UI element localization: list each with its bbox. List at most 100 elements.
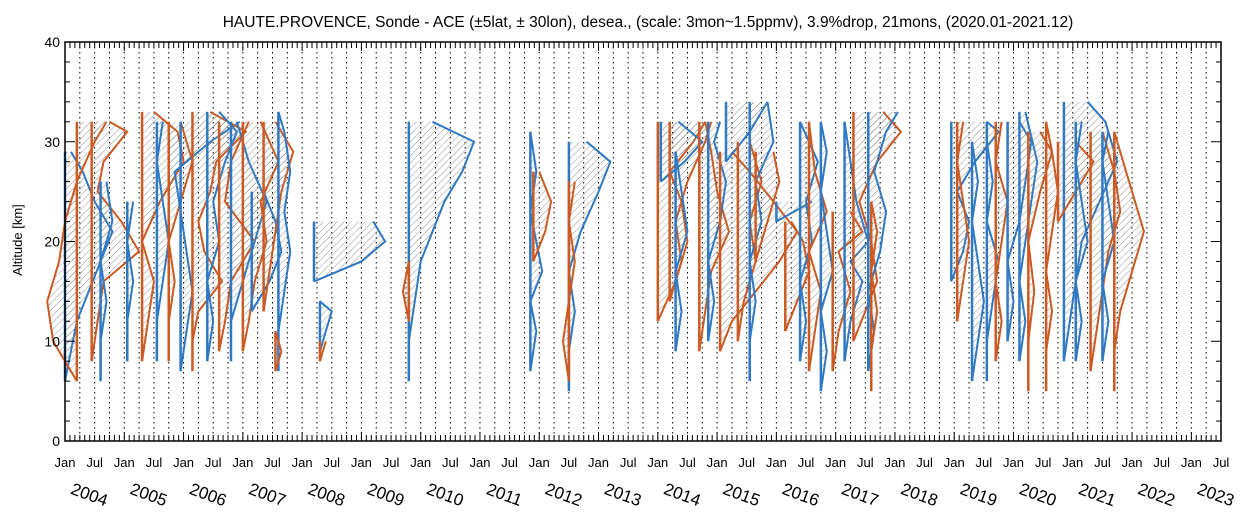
x-month-label: Jul [976,455,993,470]
x-year-label: 2007 [246,479,288,510]
profile-curve [274,330,283,372]
x-year-label: 2014 [661,479,703,510]
x-year-label: 2022 [1135,479,1177,510]
profile-curve [985,121,1000,382]
x-month-label: Jan [292,455,313,470]
profile-hatch [1114,131,1144,392]
y-tick-label: 0 [52,433,60,449]
x-year-label: 2018 [898,479,940,510]
profile-curve [407,120,476,382]
x-month-label: Jan [1003,455,1024,470]
profile-curve [807,121,828,372]
x-year-label: 2016 [780,479,822,510]
profile-curve [956,121,971,322]
profile-curve [401,261,410,322]
x-month-label: Jul [501,455,518,470]
profile-curve [277,111,292,372]
profile-hatch [275,331,282,372]
x-year-label: 2013 [602,479,644,510]
profile-hatch [127,201,134,362]
x-month-label: Jul [1035,455,1052,470]
x-month-label: Jul [264,455,281,470]
data-layer [46,101,1145,392]
profile-hatch [47,121,107,382]
y-tick-label: 10 [44,333,60,349]
profile-curve [994,121,1009,362]
profile-hatch [192,111,246,372]
x-month-label: Jan [1181,455,1202,470]
x-month-label: Jan [173,455,194,470]
profile-hatch [675,151,688,352]
profile-hatch [313,221,386,282]
x-month-label: Jul [146,455,163,470]
x-year-label: 2012 [543,479,585,510]
x-year-label: 2009 [365,479,407,510]
x-month-label: Jan [884,455,905,470]
x-month-label: Jul [857,455,874,470]
profile-curve [754,151,781,262]
x-month-label: Jul [1153,455,1170,470]
x-month-label: Jan [529,455,550,470]
x-year-label: 2010 [424,479,466,510]
y-tick-label: 40 [44,34,60,50]
profile-curve [870,201,879,392]
x-month-label: Jan [944,455,965,470]
y-axis-label: Altitude [km] [10,204,25,276]
profile-hatch [402,261,409,322]
x-year-label: 2017 [839,479,881,510]
x-year-label: 2006 [187,479,229,510]
x-month-label: Jan [647,455,668,470]
profile-hatch [533,171,552,262]
x-month-label: Jul [383,455,400,470]
profile-curve [674,151,689,352]
x-month-label: Jan [766,455,787,470]
profile-hatch [207,111,237,362]
profile-curve [532,171,553,262]
profile-curve [99,181,114,382]
x-month-label: Jul [323,455,340,470]
profile-hatch [1028,131,1053,392]
x-month-label: Jan [114,455,135,470]
profile-hatch [820,121,833,392]
x-year-label: 2008 [306,479,348,510]
x-month-label: Jul [442,455,459,470]
profile-hatch [808,121,827,372]
x-year-label: 2020 [1017,479,1059,510]
profile-hatch [1075,121,1088,362]
profile-curve [971,141,985,382]
x-month-label: Jan [825,455,846,470]
chart-title: HAUTE.PROVENCE, Sonde - ACE (±5lat, ± 30… [223,14,1074,31]
profile-curve [126,201,135,362]
x-year-label: 2021 [1076,479,1118,510]
x-month-label: Jan [55,455,76,470]
x-year-label: 2005 [128,479,170,510]
profile-curve [1045,121,1059,392]
profile-curve [1057,141,1095,223]
profile-hatch [91,121,140,362]
profile-curve [561,181,576,382]
profile-curve [1113,131,1145,392]
profile-hatch [853,111,901,342]
x-month-label: Jan [707,455,728,470]
x-month-label: Jan [351,455,372,470]
x-month-label: Jan [469,455,490,470]
profile-hatch [957,121,970,322]
x-month-label: Jul [1213,455,1230,470]
profile-hatch [755,151,780,262]
profile-curve [318,340,327,362]
x-month-label: Jul [916,455,933,470]
x-month-label: Jul [205,455,222,470]
profile-curve [1074,121,1089,362]
profile-hatch [408,121,475,382]
y-tick-label: 30 [44,134,60,150]
x-month-label: Jan [410,455,431,470]
x-year-label: 2019 [958,479,1000,510]
x-month-label: Jul [86,455,103,470]
x-month-label: Jul [1094,455,1111,470]
x-month-label: Jan [1122,455,1143,470]
y-tick-label: 20 [44,234,60,250]
x-month-label: Jul [620,455,637,470]
x-month-label: Jul [561,455,578,470]
x-month-label: Jan [232,455,253,470]
